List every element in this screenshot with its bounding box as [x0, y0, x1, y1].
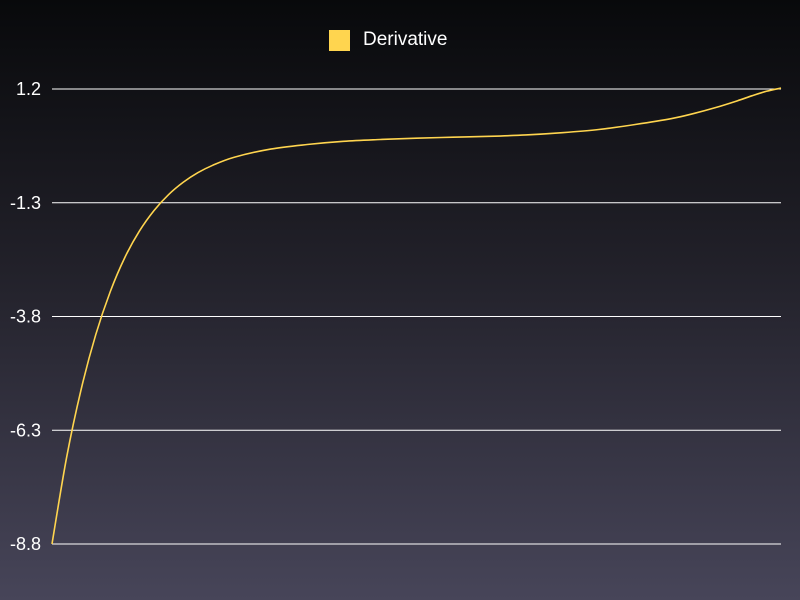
gridlines	[52, 89, 781, 544]
y-tick-label: 1.2	[16, 79, 41, 99]
y-tick-label: -1.3	[10, 193, 41, 213]
y-tick-label: -8.8	[10, 534, 41, 554]
legend-label-derivative: Derivative	[363, 29, 447, 50]
y-tick-label: -3.8	[10, 307, 41, 327]
y-tick-label: -6.3	[10, 420, 41, 440]
y-axis-tick-labels: 1.2 -1.3 -3.8 -6.3 -8.8	[10, 79, 41, 554]
legend: Derivative	[329, 29, 447, 51]
legend-swatch-derivative	[329, 30, 350, 51]
